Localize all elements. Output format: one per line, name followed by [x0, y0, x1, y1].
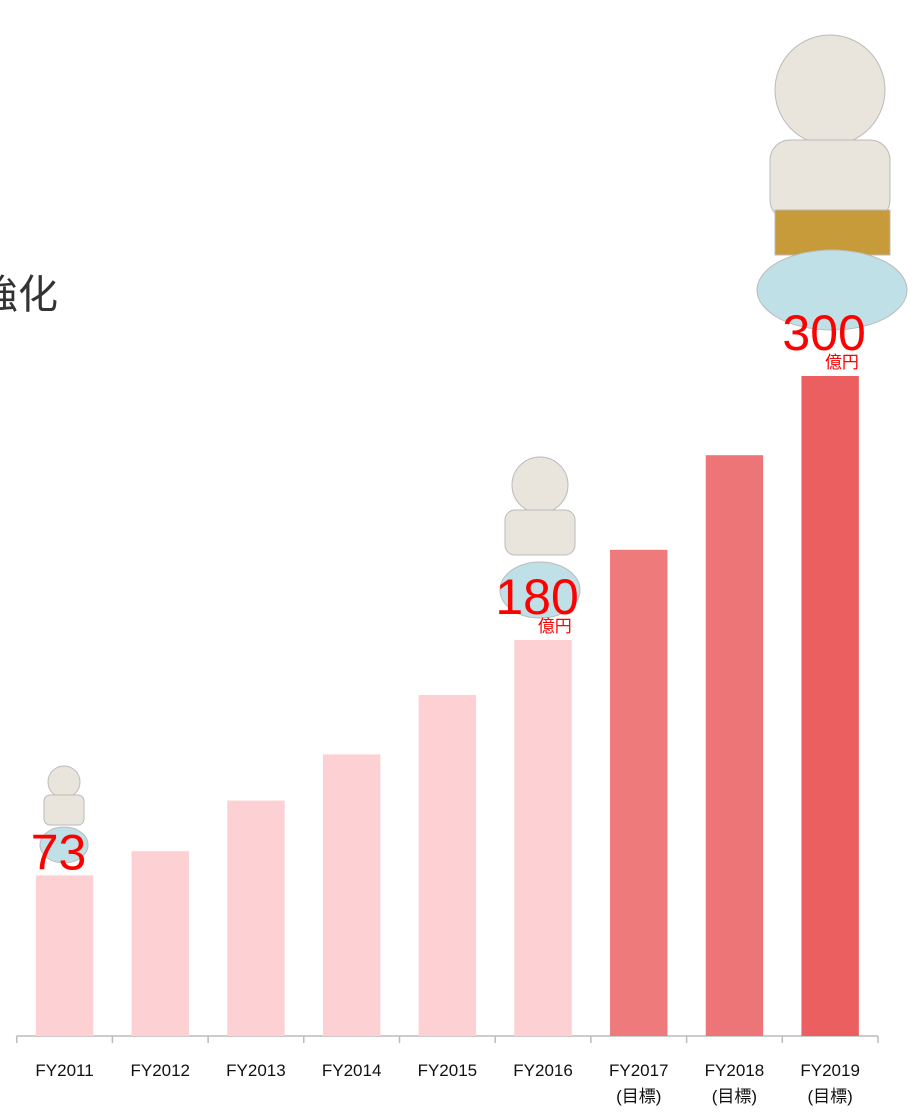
- heading: 強化: [0, 272, 58, 318]
- x-tick-label: FY2015: [417, 1061, 478, 1080]
- x-tick-label: FY2014: [321, 1061, 382, 1080]
- x-tick-label: FY2016: [513, 1061, 573, 1080]
- bar: [322, 754, 381, 1036]
- bar: [227, 800, 285, 1036]
- bar: [801, 376, 859, 1036]
- value-label: 180: [495, 569, 578, 625]
- mascot: [39, 34, 908, 864]
- bar: [514, 640, 572, 1036]
- x-tick-label: FY2019 (目標): [800, 1061, 860, 1106]
- x-tick-label: FY2018 (目標): [704, 1061, 765, 1106]
- x-tick-label: FY2012: [130, 1061, 191, 1080]
- x-tick-label: FY2017 (目標): [608, 1061, 669, 1106]
- unit-label: 億円: [825, 353, 859, 373]
- bar: [131, 851, 189, 1036]
- x-tick-label: FY2011: [35, 1061, 94, 1080]
- bar: [418, 695, 477, 1036]
- bar: [35, 875, 94, 1036]
- bar: [705, 455, 764, 1036]
- value-label: 73: [31, 824, 87, 880]
- value-label: 300: [782, 305, 865, 361]
- x-tick-label: FY2013: [226, 1061, 286, 1080]
- unit-label: 億円: [538, 617, 572, 637]
- bar: [610, 549, 668, 1036]
